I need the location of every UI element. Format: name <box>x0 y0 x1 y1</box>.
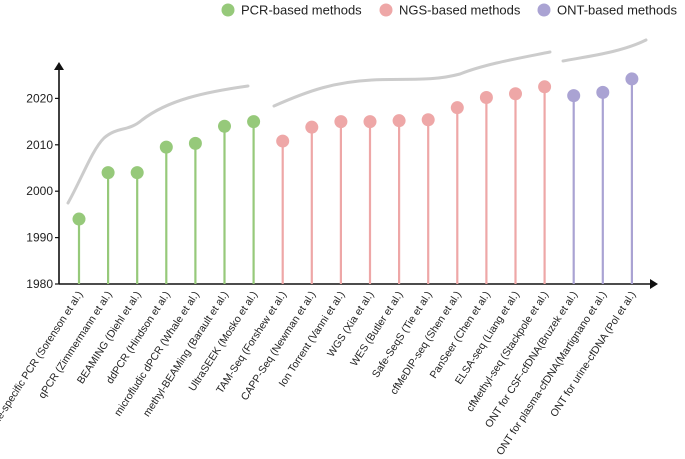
legend-marker <box>221 3 235 17</box>
x-tick-label: ONT for plasma-cfDNA(Martignano et al.) <box>494 289 609 457</box>
lollipop-dot <box>479 90 493 104</box>
y-tick-label: 1980 <box>26 277 53 291</box>
lollipop-dot <box>101 166 115 180</box>
lollipop-20 <box>625 72 639 284</box>
trend-curves <box>66 38 648 205</box>
x-axis-arrow <box>650 279 658 289</box>
legend-marker <box>379 3 393 17</box>
lollipop-dot <box>509 87 522 101</box>
lollipop-12 <box>392 114 406 284</box>
lollipop-dot <box>247 115 261 129</box>
lollipop-13 <box>421 113 435 284</box>
legend-item-pcr: PCR-based methods <box>221 3 362 18</box>
lollipop-dot <box>596 85 610 99</box>
trend-curve <box>561 38 648 63</box>
legend-label: PCR-based methods <box>241 3 362 18</box>
lollipop-18 <box>567 89 581 284</box>
y-axis-ticks: 1980 1990 2000 2010 2020 <box>26 91 59 291</box>
y-tick-label: 1990 <box>26 231 53 245</box>
lollipop-dot <box>363 115 377 129</box>
legend-label: ONT-based methods <box>557 3 677 18</box>
y-axis-arrow <box>54 62 64 70</box>
lollipop-dot <box>392 114 406 128</box>
lollipop-dot <box>218 119 231 133</box>
lollipop-4 <box>159 140 173 284</box>
x-tick-label: WES (Butler et al.) <box>348 289 405 368</box>
lollipop-6 <box>218 119 231 284</box>
lollipop-11 <box>363 115 377 284</box>
legend-marker <box>537 3 551 17</box>
trend-curve <box>66 84 250 205</box>
lollipop-dot <box>72 212 86 226</box>
legend: PCR-based methods NGS-based methods ONT-ba… <box>221 3 677 18</box>
x-tick-label: allele-specific PCR (Sorenson et al.) <box>0 289 86 437</box>
lollipop-dot <box>567 89 581 103</box>
lollipop-7 <box>247 115 261 284</box>
lollipop-8 <box>276 134 290 284</box>
lollipop-15 <box>479 90 493 284</box>
lollipop-dot <box>538 80 552 94</box>
legend-item-ngs: NGS-based methods <box>379 3 521 18</box>
lollipop-dot <box>159 140 173 154</box>
lollipop-14 <box>450 101 464 284</box>
lollipop-19 <box>596 85 610 284</box>
legend-item-ont: ONT-based methods <box>537 3 677 18</box>
trend-curve <box>272 50 552 108</box>
axes <box>54 62 658 289</box>
lollipop-dot <box>625 72 639 86</box>
lollipop-1 <box>72 212 86 284</box>
lollipop-dot <box>188 136 202 150</box>
lollipop-dot <box>130 166 144 180</box>
lollipop-dot <box>421 113 435 127</box>
lollipop-dot <box>334 115 348 129</box>
y-tick-label: 2020 <box>26 91 53 105</box>
lollipop-3 <box>130 166 144 284</box>
x-axis-tick-labels: allele-specific PCR (Sorenson et al.)qPC… <box>0 289 638 457</box>
lollipop-2 <box>101 166 115 284</box>
legend-label: NGS-based methods <box>399 3 521 18</box>
y-tick-label: 2000 <box>26 184 53 198</box>
lollipop-series <box>72 72 639 284</box>
lollipop-5 <box>188 136 202 284</box>
lollipop-10 <box>334 115 348 284</box>
lollipop-dot <box>450 101 464 115</box>
lollipop-9 <box>305 120 319 284</box>
lollipop-dot <box>276 134 290 148</box>
lollipop-16 <box>509 87 522 284</box>
lollipop-17 <box>538 80 552 284</box>
lollipop-dot <box>305 120 319 134</box>
y-tick-label: 2010 <box>26 138 53 152</box>
